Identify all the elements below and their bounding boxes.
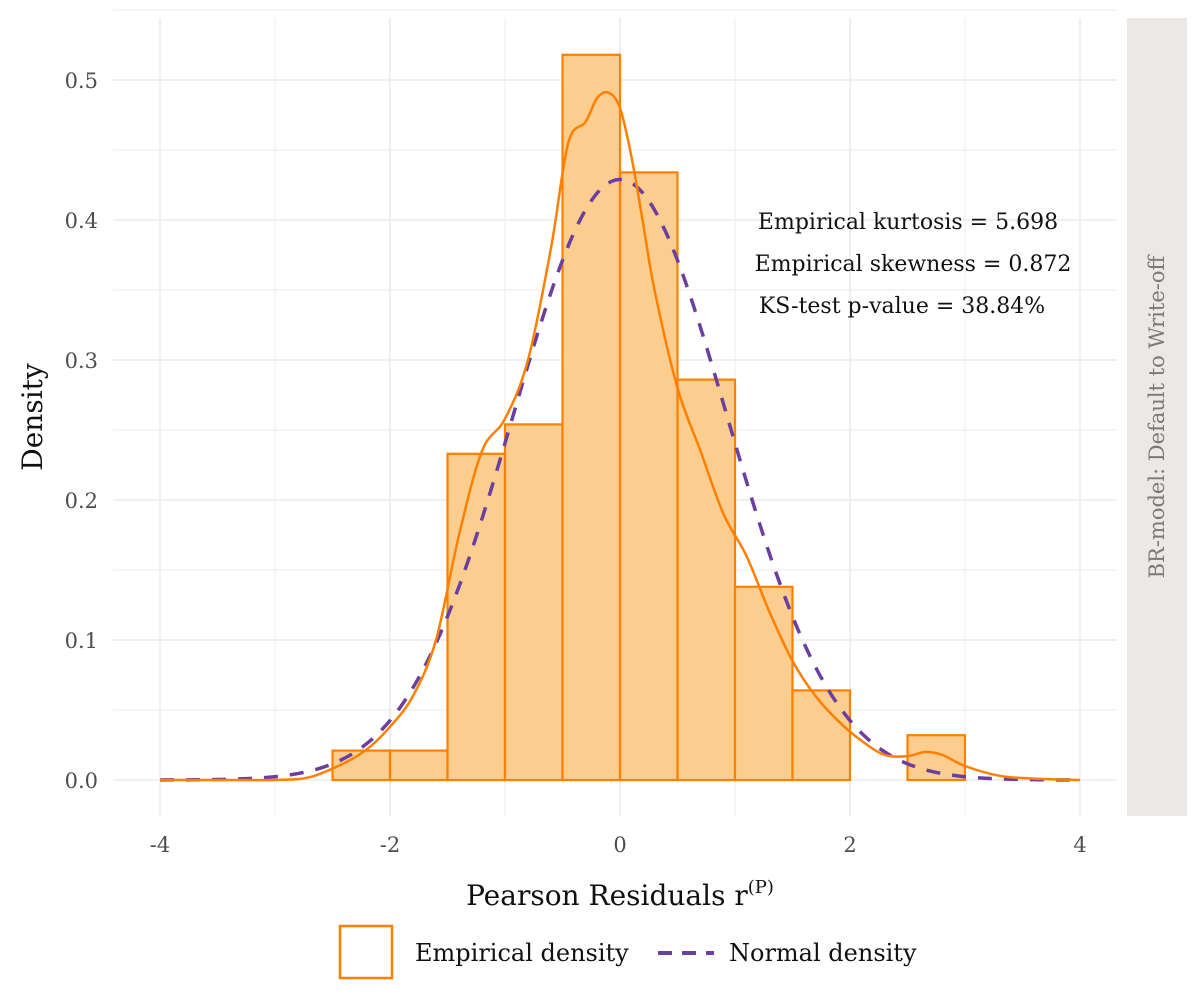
- x-tick-label: 2: [843, 833, 856, 857]
- x-tick-label: -4: [150, 833, 170, 857]
- normal-density-curve: [159, 177, 1081, 782]
- histogram-bars: [331, 53, 967, 782]
- histogram-bar: [388, 749, 449, 782]
- x-axis-ticks: -4 -2 0 2 4: [150, 833, 1087, 857]
- histogram-bar: [733, 585, 794, 782]
- empirical-density-curve: [160, 90, 1081, 782]
- x-tick-label: 0: [613, 833, 626, 857]
- histogram-bar: [446, 452, 507, 782]
- histogram-bar: [561, 53, 622, 782]
- annotation-ks-test: KS-test p-value = 38.84%: [759, 294, 1045, 319]
- y-tick-label: 0.1: [65, 629, 98, 653]
- x-tick-label: -2: [380, 833, 400, 857]
- y-tick-label: 0.3: [65, 349, 98, 373]
- facet-strip-label: BR-model: Default to Write-off: [1145, 254, 1169, 579]
- y-tick-label: 0.2: [65, 489, 98, 513]
- y-tick-label: 0.0: [65, 769, 98, 793]
- x-axis-title-superscript: (P): [748, 877, 774, 898]
- annotation-skewness: Empirical skewness = 0.872: [755, 252, 1072, 277]
- x-axis-title: Pearson Residuals r(P): [466, 877, 774, 912]
- x-axis-title-main: Pearson Residuals r: [466, 879, 748, 912]
- y-axis-title: Density: [16, 363, 49, 471]
- legend-label-empirical: Empirical density: [415, 939, 629, 967]
- histogram-bar: [676, 378, 737, 782]
- y-tick-label: 0.5: [65, 69, 98, 93]
- histogram-bar: [791, 689, 852, 782]
- legend-key-empirical: [338, 924, 394, 980]
- legend-label-normal: Normal density: [729, 939, 917, 967]
- histogram-bar: [503, 423, 564, 782]
- facet-strip: [1127, 18, 1187, 816]
- y-tick-label: 0.4: [65, 209, 98, 233]
- legend: Empirical density Normal density: [338, 924, 917, 980]
- y-axis-ticks: 0.0 0.1 0.2 0.3 0.4 0.5: [65, 69, 98, 793]
- annotation-kurtosis: Empirical kurtosis = 5.698: [758, 210, 1058, 235]
- x-tick-label: 4: [1073, 833, 1086, 857]
